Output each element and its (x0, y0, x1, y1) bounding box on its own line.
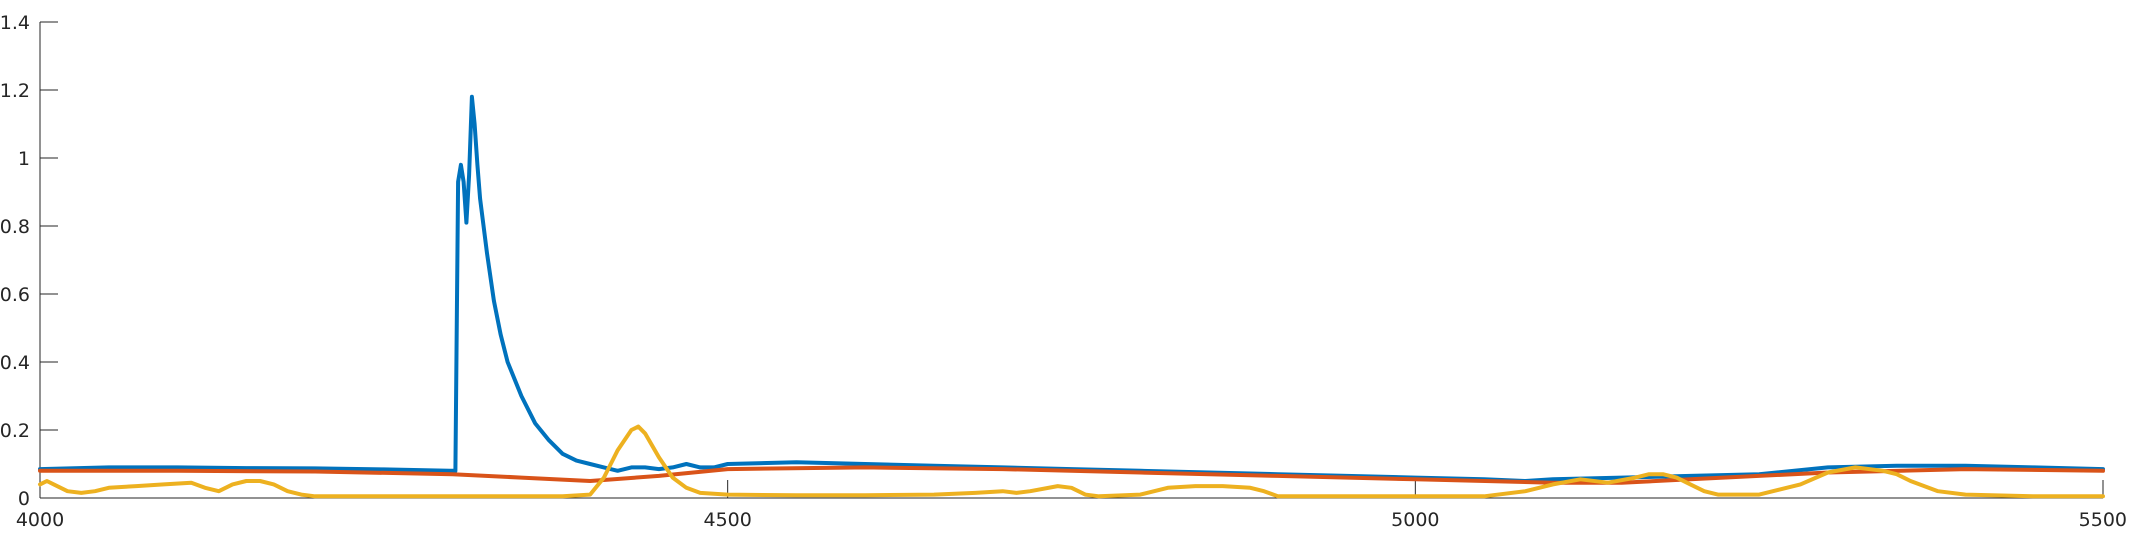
x-tick-label: 5500 (2079, 509, 2127, 531)
y-tick-label: 0.6 (0, 284, 30, 306)
series-line-1 (38, 94, 2105, 483)
axes (39, 22, 2103, 499)
series-line-3 (38, 424, 2105, 499)
x-ticks: 4000 4500 5000 5500 (16, 480, 2127, 531)
y-tick-label: 1.2 (0, 80, 30, 102)
y-tick-label: 1 (18, 148, 30, 170)
x-tick-label: 4500 (703, 509, 751, 531)
y-tick-label: 0.4 (0, 352, 30, 374)
x-tick-label: 5000 (1391, 509, 1439, 531)
plot-lines (38, 94, 2105, 499)
y-tick-label: 0.2 (0, 420, 30, 442)
x-tick-label: 4000 (16, 509, 64, 531)
series-line-2 (38, 465, 2105, 485)
y-ticks: 0 0.2 0.4 0.6 0.8 1 1.2 1.4 (0, 12, 58, 510)
y-tick-label: 1.4 (0, 12, 30, 34)
y-tick-label: 0.8 (0, 216, 30, 238)
y-tick-label: 0 (18, 488, 30, 510)
